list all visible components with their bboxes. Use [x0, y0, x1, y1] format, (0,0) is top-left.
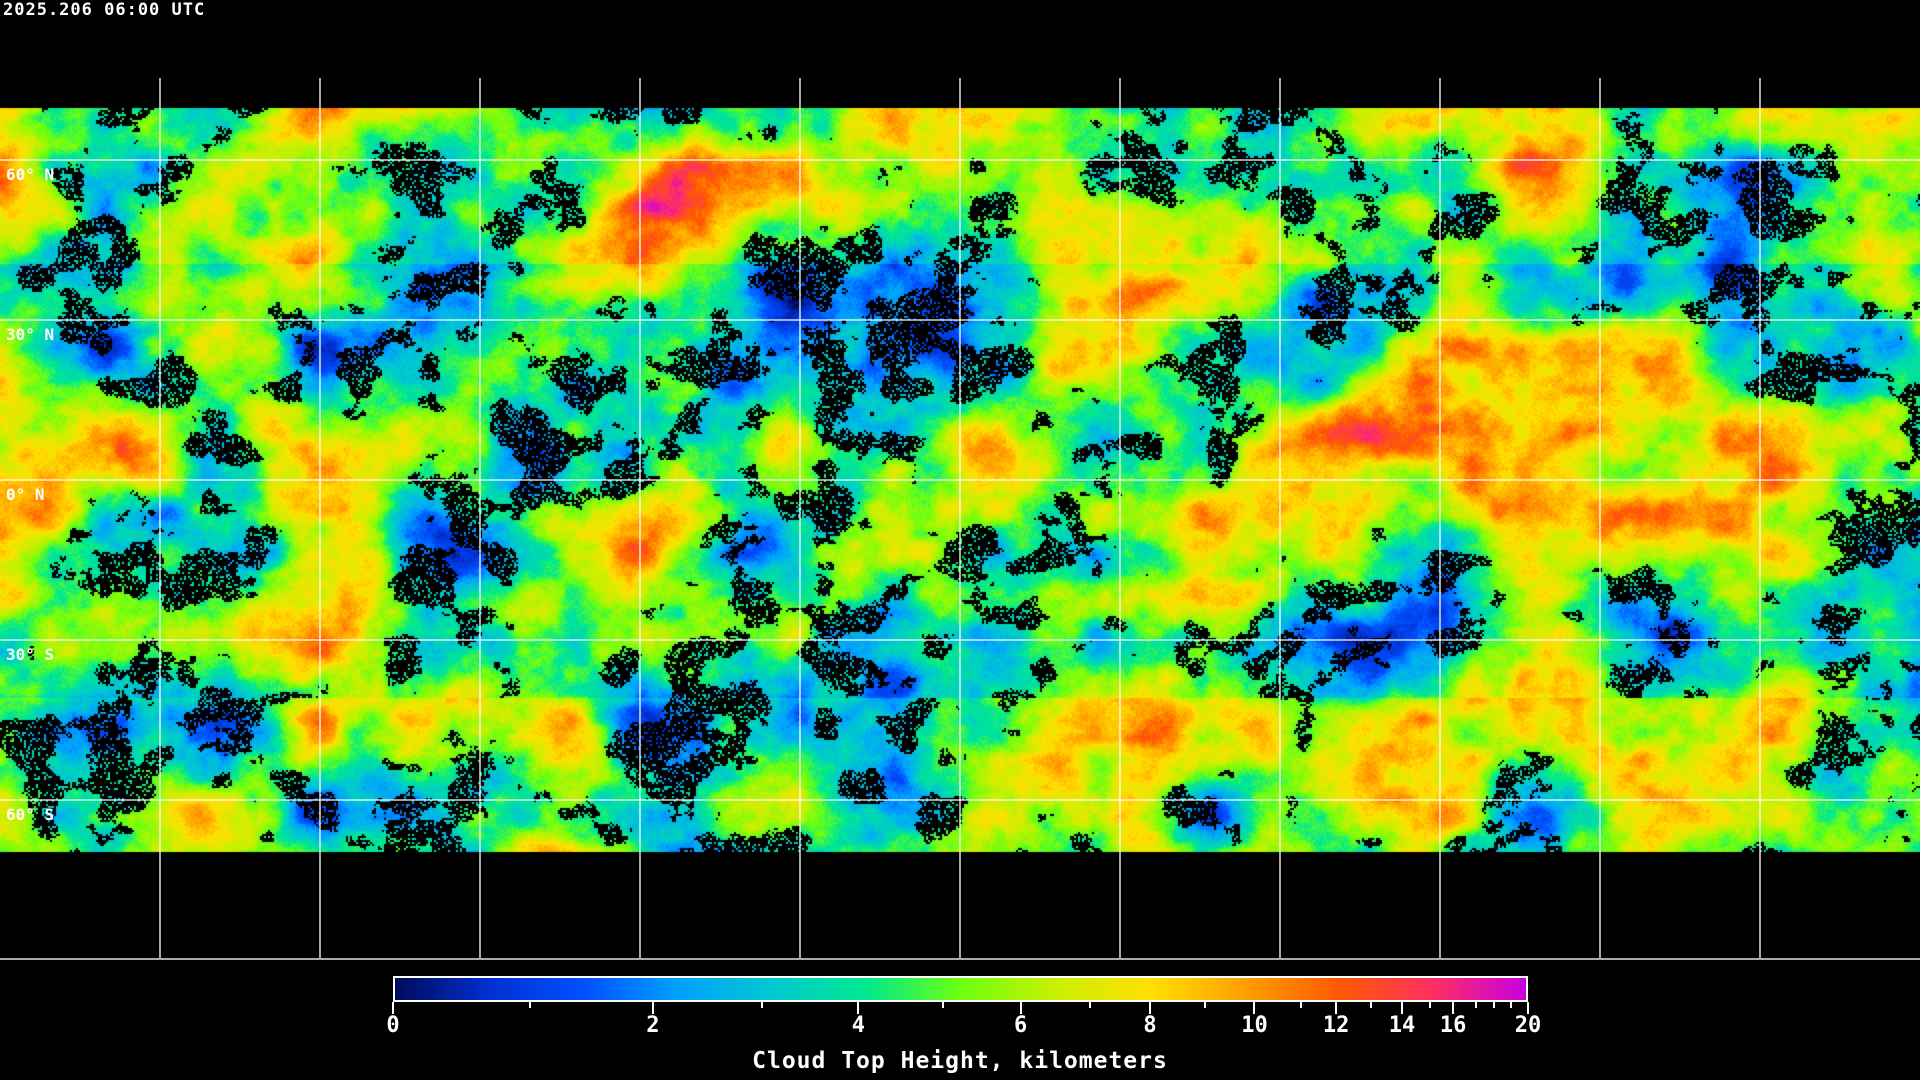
colorbar-tick [760, 1002, 763, 1008]
lat-label-60s: 60° S [6, 805, 55, 824]
colorbar-tick [857, 1002, 860, 1014]
colorbar-tick-label: 6 [1014, 1013, 1028, 1038]
colorbar-tick [1527, 1002, 1529, 1014]
cloud-top-height-map: 2025.206 06:00 UTC 60° N 30° N 0° N 30° … [0, 0, 1920, 960]
colorbar-tick [1088, 1002, 1091, 1008]
colorbar-tick [1474, 1002, 1477, 1008]
colorbar-tick [529, 1002, 532, 1008]
colorbar-tick [1149, 1002, 1152, 1014]
lat-label-30s: 30° S [6, 645, 55, 664]
colorbar-tick [1492, 1002, 1495, 1008]
colorbar-tick [1401, 1002, 1403, 1014]
colorbar-tick [1253, 1002, 1256, 1014]
colorbar-tick-label: 10 [1241, 1013, 1268, 1038]
colorbar-tick [392, 1002, 394, 1014]
colorbar-tick [1429, 1002, 1432, 1008]
colorbar-tick [1452, 1002, 1455, 1014]
colorbar-tick [1509, 1002, 1512, 1008]
colorbar-tick [1300, 1002, 1302, 1008]
colorbar [393, 976, 1528, 1002]
colorbar-tick [1335, 1002, 1338, 1014]
colorbar-tick [1019, 1002, 1022, 1014]
lat-label-60n: 60° N [6, 165, 55, 184]
colorbar-title: Cloud Top Height, kilometers [752, 1048, 1168, 1074]
colorbar-tick [942, 1002, 945, 1008]
lat-label-30n: 30° N [6, 325, 55, 344]
colorbar-tick-label: 8 [1143, 1013, 1157, 1038]
colorbar-ticks [0, 1000, 1920, 1080]
colorbar-tick [1370, 1002, 1373, 1008]
timestamp-label: 2025.206 06:00 UTC [3, 0, 206, 20]
colorbar-tick [651, 1002, 654, 1014]
colorbar-tick-label: 2 [646, 1013, 660, 1038]
colorbar-tick-label: 14 [1388, 1013, 1416, 1038]
lat-lon-grid [0, 78, 1920, 958]
colorbar-tick-label: 20 [1514, 1013, 1542, 1038]
colorbar-tick-label: 4 [851, 1013, 865, 1038]
colorbar-tick [1203, 1002, 1206, 1008]
lat-label-0: 0° N [6, 485, 45, 504]
colorbar-tick-label: 16 [1439, 1013, 1467, 1038]
colorbar-tick-label: 12 [1322, 1013, 1350, 1038]
colorbar-tick-label: 0 [386, 1013, 400, 1038]
